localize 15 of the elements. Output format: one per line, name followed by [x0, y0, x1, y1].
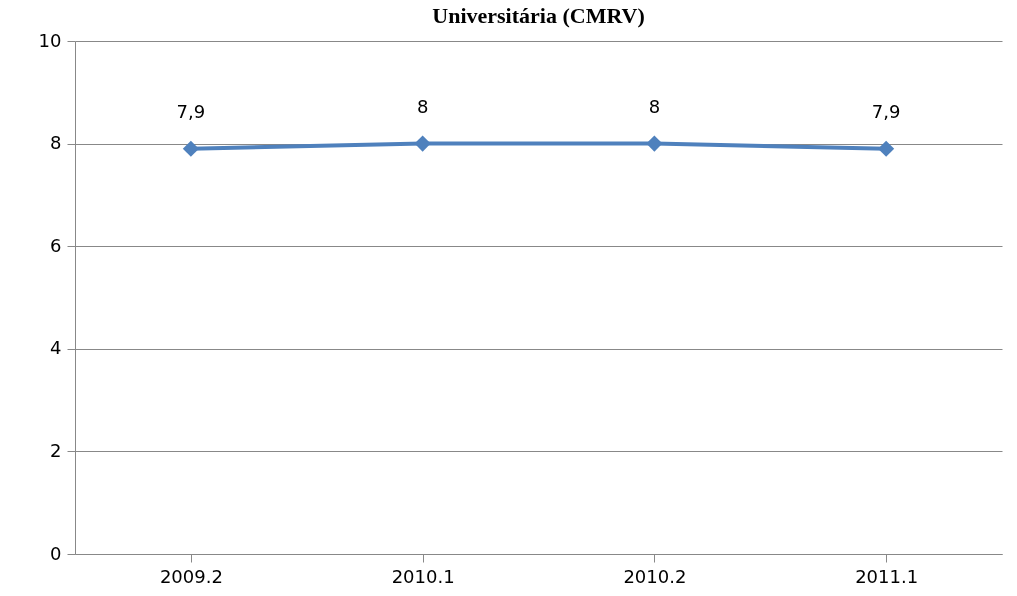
y-tick-label: 6 [50, 234, 62, 256]
data-label: 7,9 [871, 100, 901, 122]
data-label: 8 [648, 95, 661, 117]
data-label: 7,9 [176, 100, 206, 122]
x-tick-label: 2010.1 [391, 565, 455, 587]
y-tick-label: 0 [50, 542, 62, 564]
y-tick-label: 4 [50, 337, 62, 359]
y-tick-label: 10 [38, 29, 62, 51]
y-tick-label: 8 [50, 132, 62, 154]
x-tick-label: 2010.2 [623, 565, 687, 587]
data-label: 8 [416, 95, 429, 117]
x-tick-label: 2009.2 [159, 565, 223, 587]
chart-title: Universitária (CMRV) [432, 3, 645, 28]
x-tick-label: 2011.1 [855, 565, 919, 587]
y-tick-label: 2 [50, 439, 62, 461]
